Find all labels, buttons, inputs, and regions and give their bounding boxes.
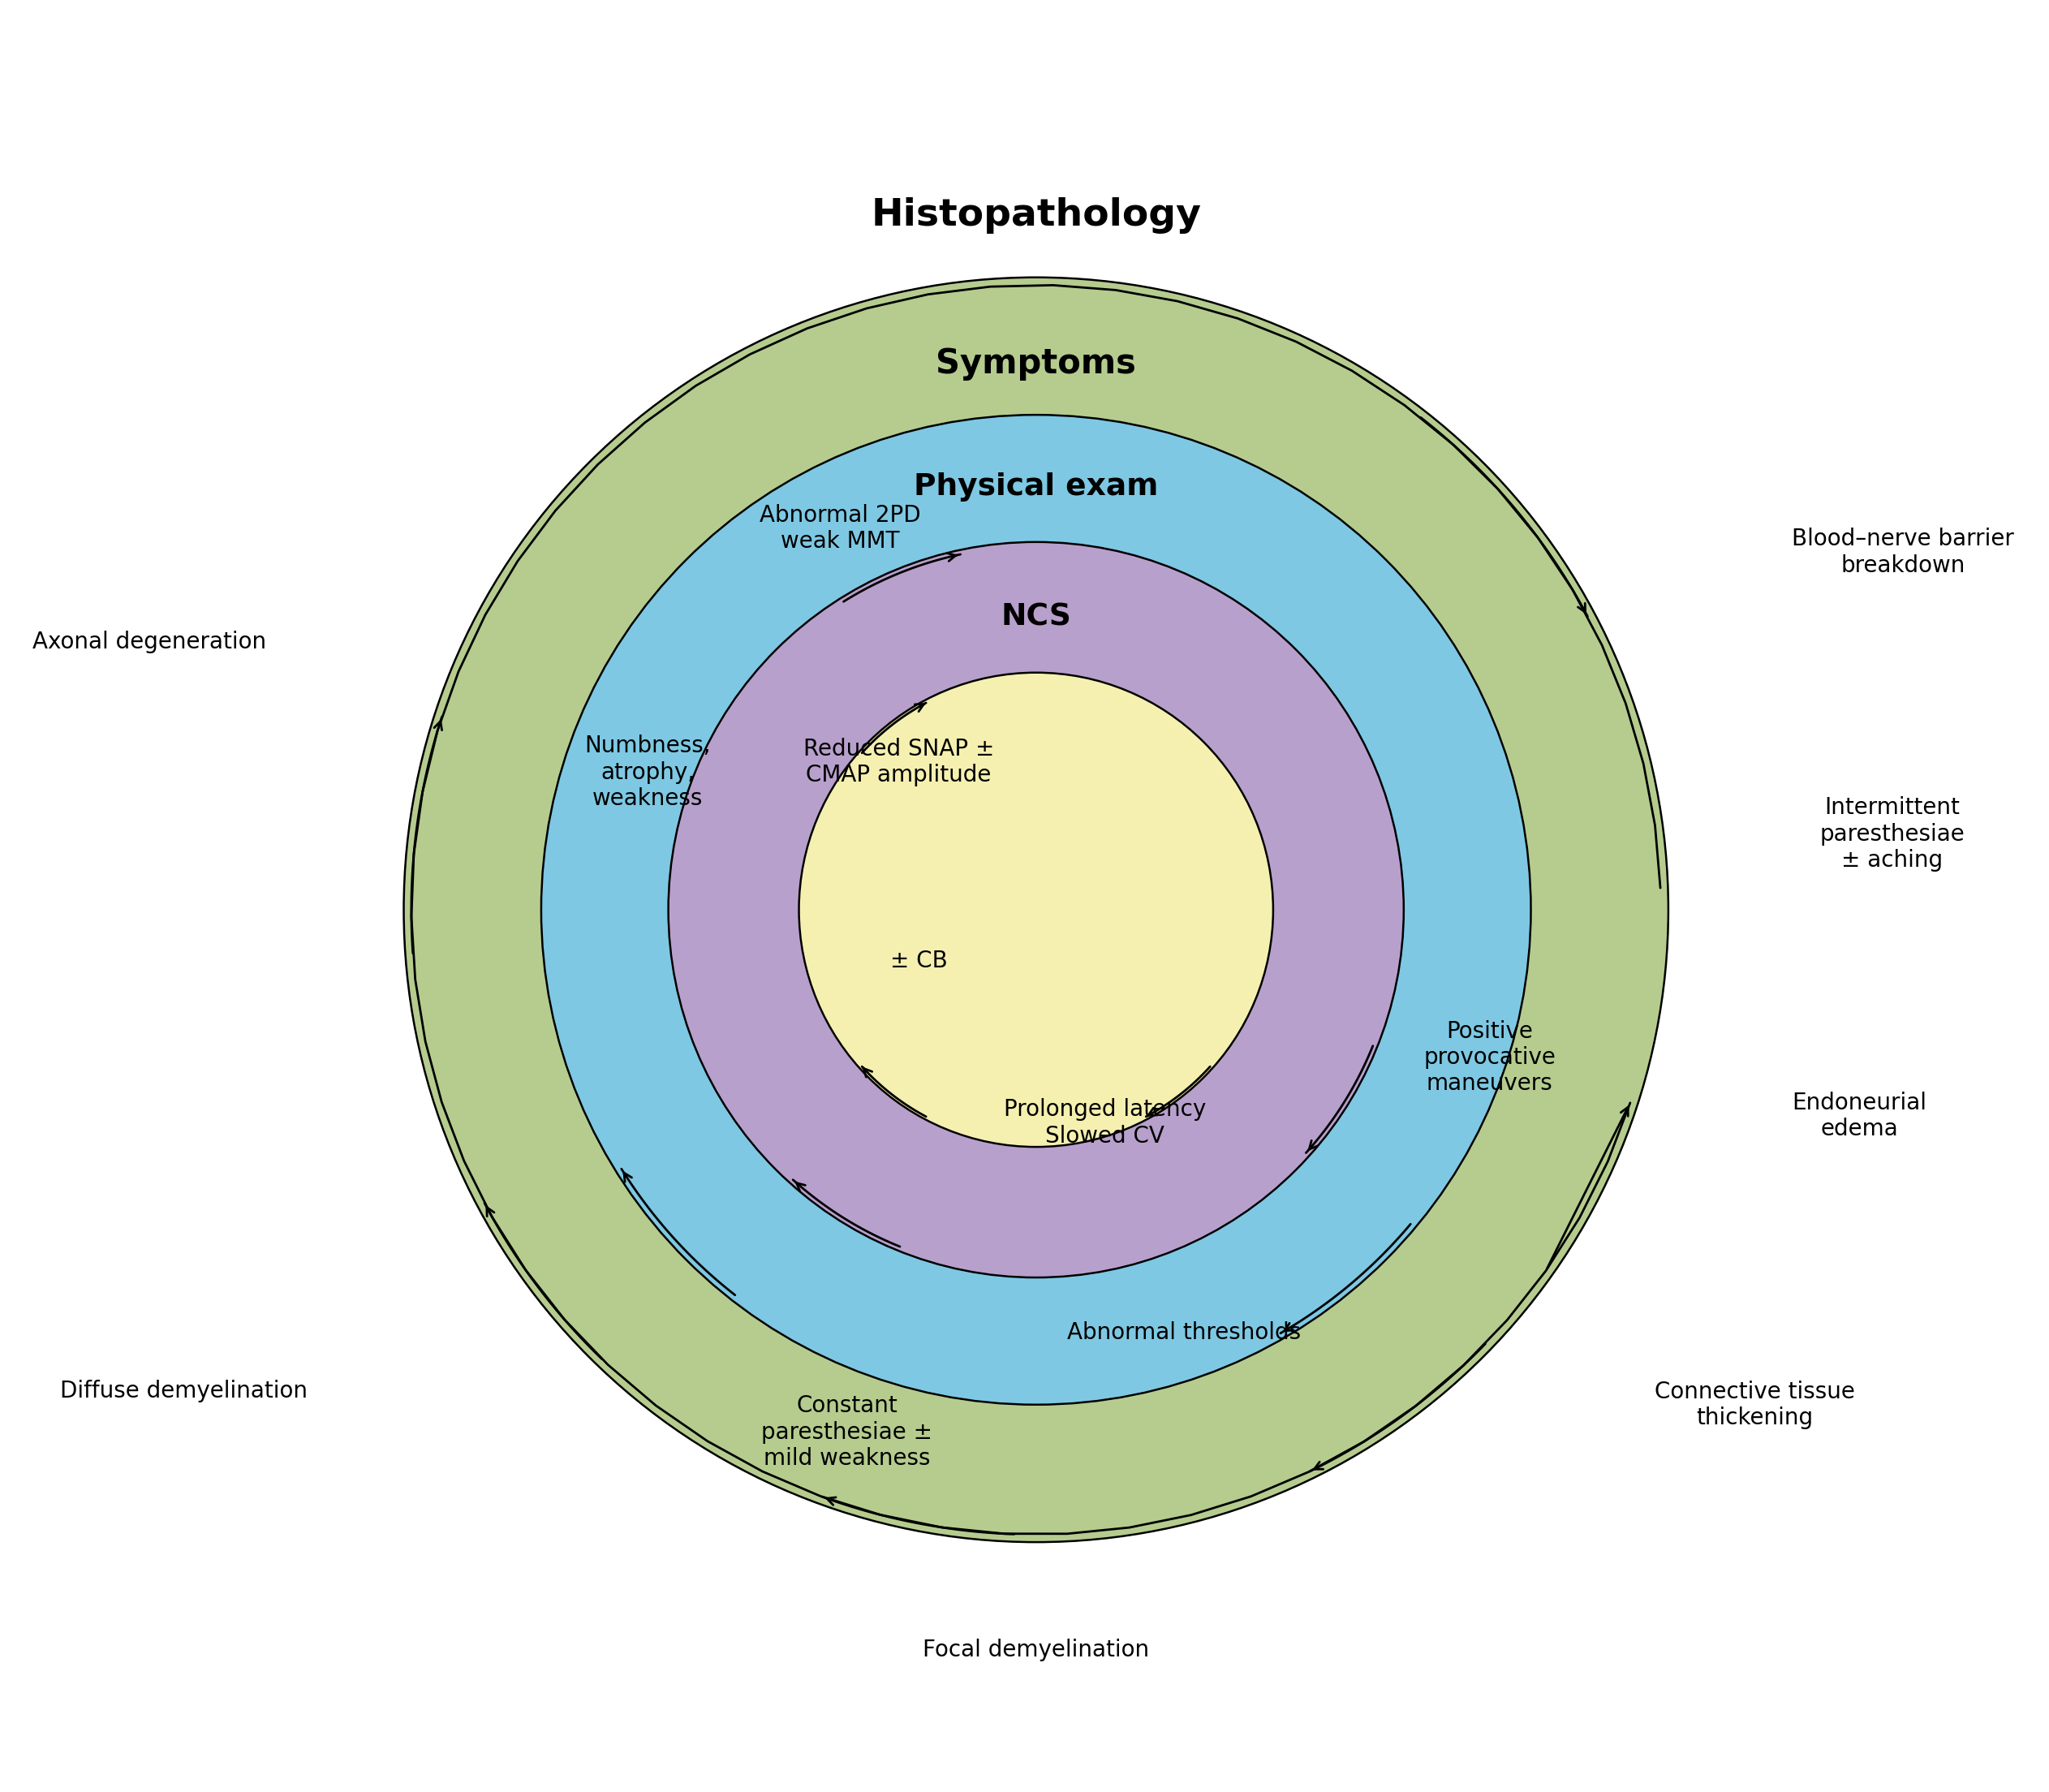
Text: Abnormal thresholds: Abnormal thresholds bbox=[1068, 1321, 1301, 1344]
Text: Symptoms: Symptoms bbox=[936, 346, 1137, 380]
Text: Histopathology: Histopathology bbox=[871, 197, 1201, 233]
Circle shape bbox=[668, 541, 1404, 1278]
Circle shape bbox=[404, 278, 1668, 1543]
Text: Abnormal 2PD
weak MMT: Abnormal 2PD weak MMT bbox=[760, 504, 920, 552]
Text: Axonal degeneration: Axonal degeneration bbox=[33, 631, 266, 652]
Text: Endoneurial
edema: Endoneurial edema bbox=[1793, 1091, 1926, 1140]
Text: Diffuse demyelination: Diffuse demyelination bbox=[59, 1380, 307, 1403]
Text: Physical exam: Physical exam bbox=[914, 473, 1158, 502]
Text: Blood–nerve barrier
breakdown: Blood–nerve barrier breakdown bbox=[1793, 529, 2014, 577]
Circle shape bbox=[541, 414, 1531, 1405]
Text: Reduced SNAP ±
CMAP amplitude: Reduced SNAP ± CMAP amplitude bbox=[803, 738, 994, 787]
Circle shape bbox=[799, 672, 1272, 1147]
Text: Numbness,
atrophy,
weakness: Numbness, atrophy, weakness bbox=[584, 735, 711, 810]
Text: Focal demyelination: Focal demyelination bbox=[922, 1638, 1149, 1661]
Text: Constant
paresthesiae ±
mild weakness: Constant paresthesiae ± mild weakness bbox=[762, 1394, 932, 1469]
Text: ± CB: ± CB bbox=[891, 950, 949, 973]
Text: NCS: NCS bbox=[1000, 604, 1072, 633]
Text: Positive
provocative
maneuvers: Positive provocative maneuvers bbox=[1424, 1020, 1555, 1095]
Text: Prolonged latency
Slowed CV: Prolonged latency Slowed CV bbox=[1004, 1098, 1207, 1147]
Text: Intermittent
paresthesiae
± aching: Intermittent paresthesiae ± aching bbox=[1820, 796, 1965, 871]
Text: Connective tissue
thickening: Connective tissue thickening bbox=[1656, 1380, 1854, 1430]
